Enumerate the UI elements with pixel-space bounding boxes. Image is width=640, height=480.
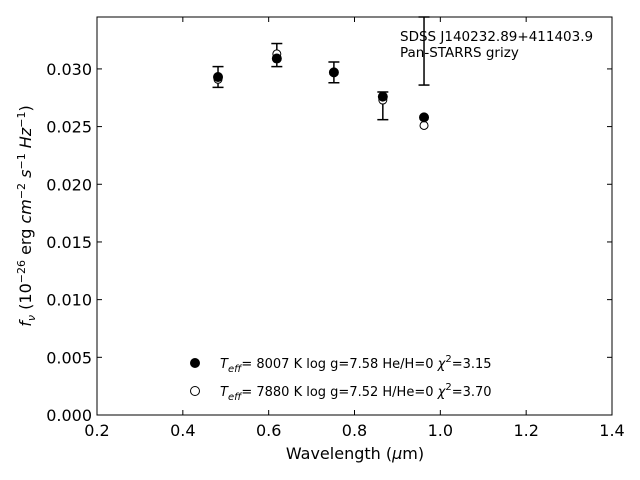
x-tick-label: 0.2 — [84, 421, 109, 440]
x-tick-label: 1.2 — [513, 421, 538, 440]
model-point-open — [419, 120, 429, 130]
legend-entry-1: Teff= 8007 K log g=7.58 He/H=0 χ2=3.15 — [220, 354, 492, 375]
model-point-filled — [328, 67, 339, 78]
y-tick-label: 0.030 — [46, 60, 92, 79]
plot-area — [96, 16, 613, 416]
annotation-survey: Pan-STARRS grizy — [400, 45, 519, 61]
y-tick-label: 0.015 — [46, 233, 92, 252]
annotation-object-name: SDSS J140232.89+411403.9 — [400, 29, 593, 45]
x-axis-label: Wavelength (μm) — [286, 444, 424, 463]
legend-marker-open — [190, 386, 200, 396]
x-axis: 0.2 0.4 0.6 0.8 1.0 1.2 1.4 — [84, 17, 625, 440]
y-axis: 0.000 0.005 0.010 0.015 0.020 0.025 0.030 — [46, 60, 612, 425]
legend-marker-filled — [190, 358, 200, 368]
y-tick-label: 0.000 — [46, 406, 92, 425]
error-bars — [212, 16, 430, 121]
x-tick-label: 0.8 — [342, 421, 367, 440]
x-tick-label: 1.0 — [428, 421, 453, 440]
y-tick-label: 0.005 — [46, 348, 92, 367]
x-tick-label: 1.4 — [599, 421, 624, 440]
x-tick-label: 0.4 — [170, 421, 195, 440]
y-tick-label: 0.020 — [46, 175, 92, 194]
y-axis-label: fν (10−26 erg cm−2 s−1 Hz−1) — [15, 105, 38, 326]
model-point-filled — [213, 71, 224, 82]
x-tick-label: 0.6 — [256, 421, 281, 440]
model-point-filled — [377, 91, 388, 102]
data-points — [213, 49, 430, 130]
axes-frame — [96, 16, 613, 416]
model-point-filled — [271, 53, 282, 64]
legend-entry-2: Teff= 7880 K log g=7.52 H/He=0 χ2=3.70 — [220, 382, 492, 403]
y-tick-label: 0.010 — [46, 291, 92, 310]
y-tick-label: 0.025 — [46, 118, 92, 137]
legend: Teff= 8007 K log g=7.58 He/H=0 χ2=3.15 T… — [190, 354, 492, 403]
model-point-filled — [419, 112, 430, 123]
